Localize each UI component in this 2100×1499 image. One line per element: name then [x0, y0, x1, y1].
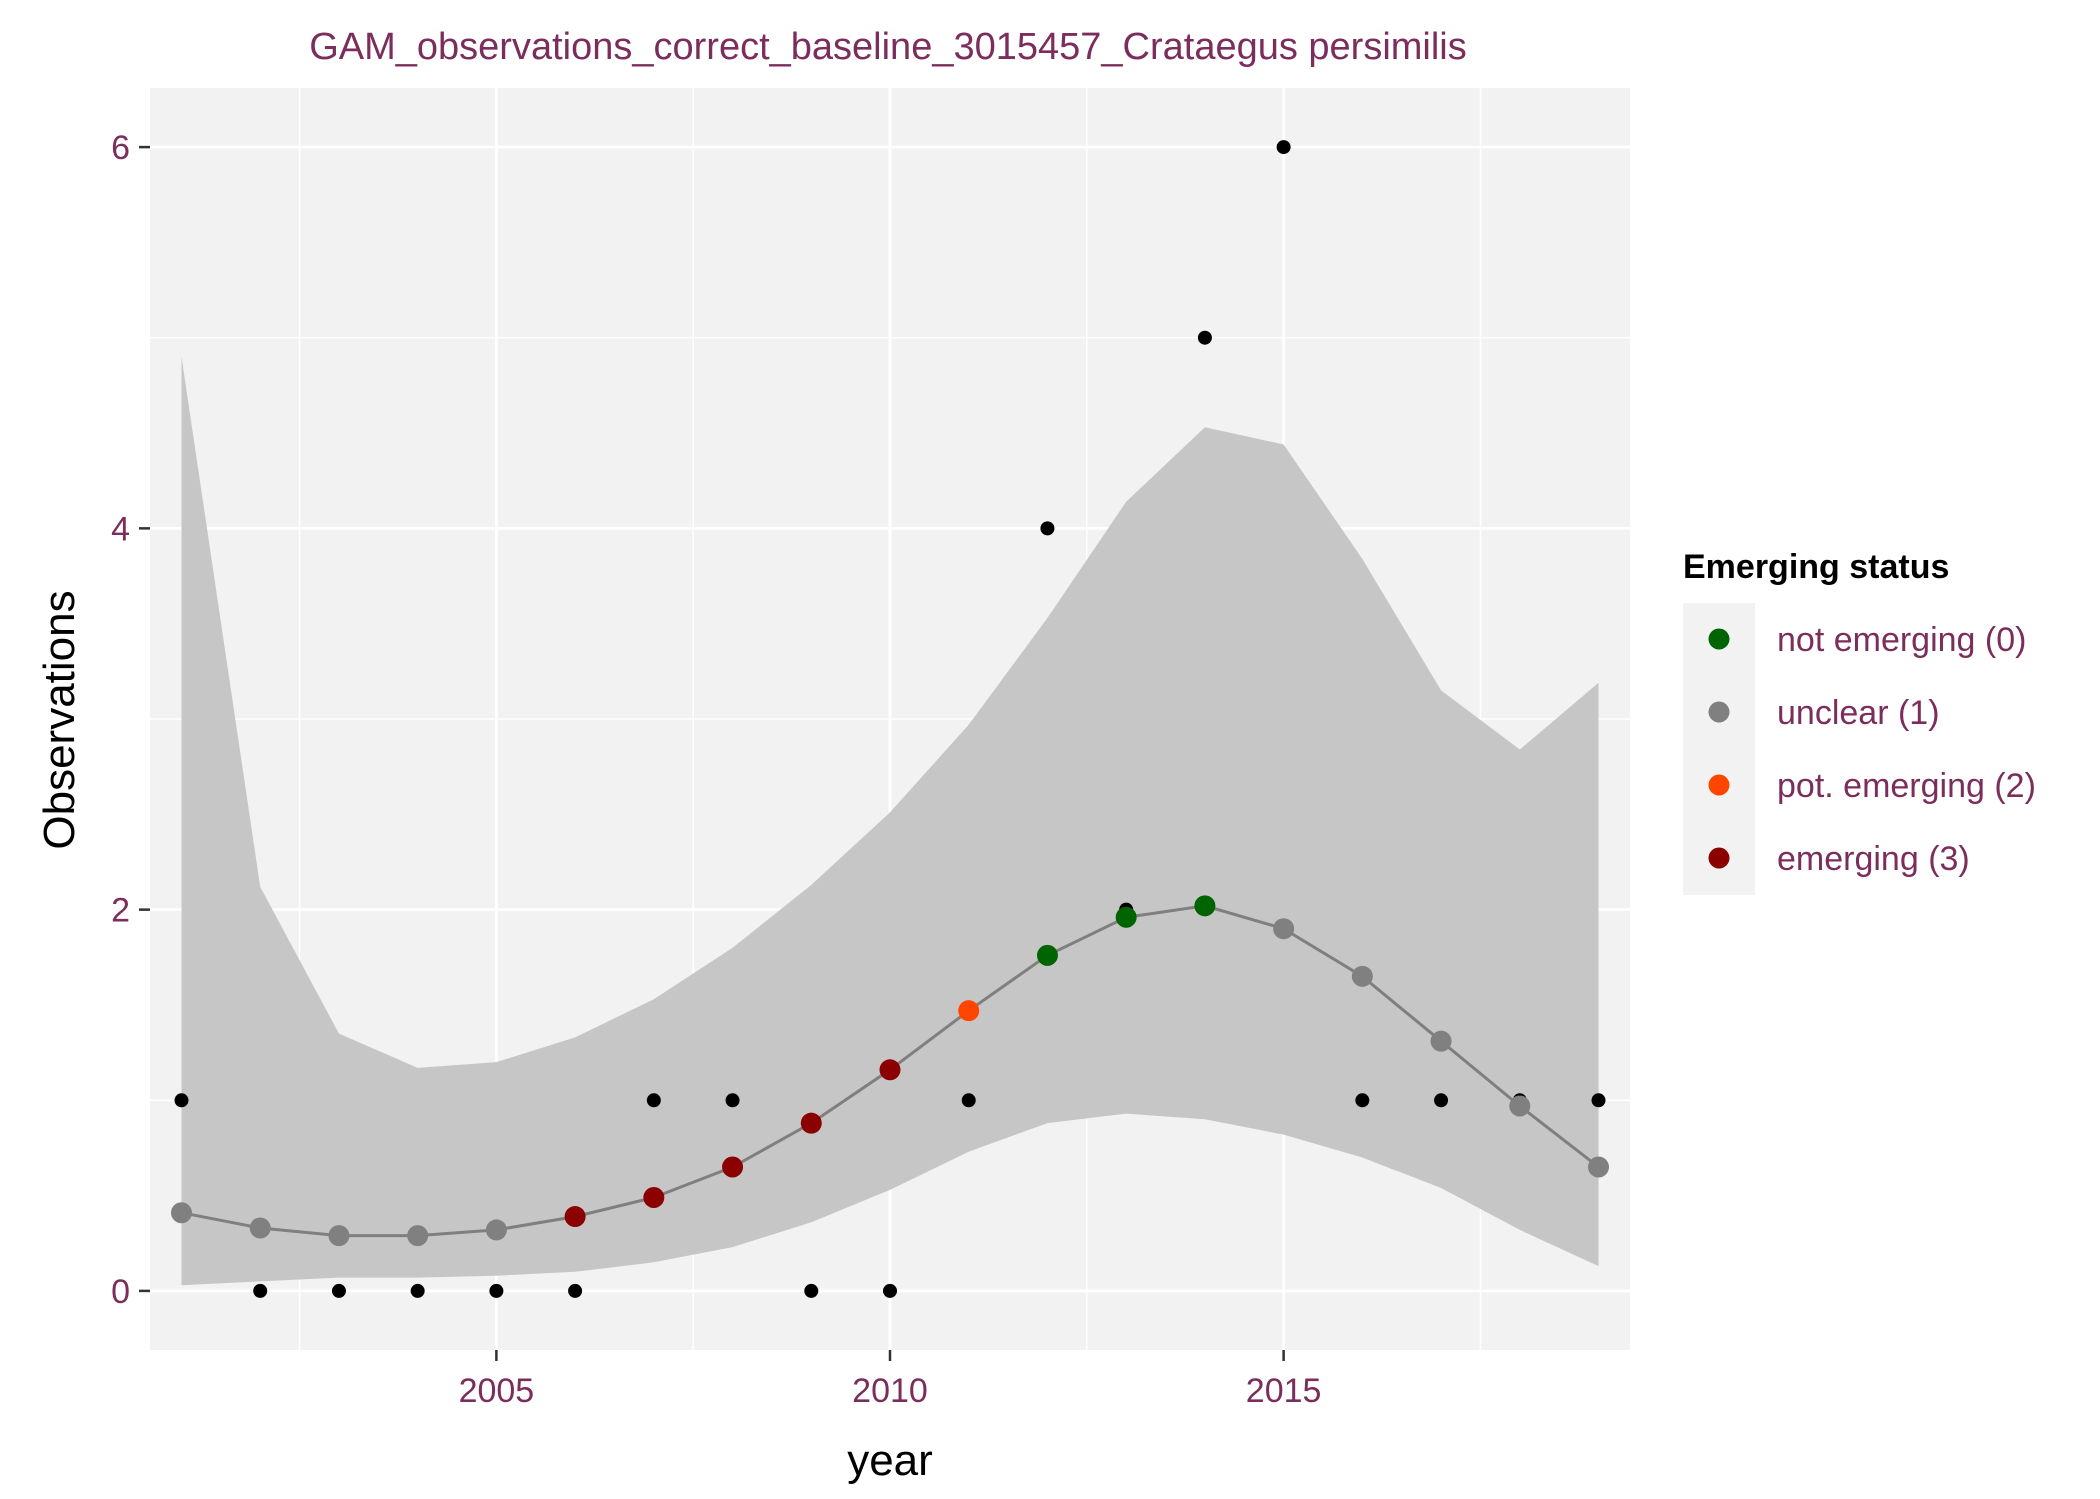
- y-tick-label: 0: [111, 1273, 130, 1311]
- confidence-ribbon: [181, 356, 1599, 1286]
- fit-point: [249, 1217, 271, 1239]
- fit-point: [1588, 1156, 1610, 1178]
- y-axis-ticks: 0 2 4 6: [111, 129, 150, 1311]
- fit-point: [1036, 944, 1058, 966]
- observed-points: [174, 140, 1606, 1298]
- y-axis-label: Observations: [35, 590, 84, 849]
- observed-point: [961, 1093, 976, 1108]
- legend-items: not emerging (0) unclear (1) pot. emerging…: [1708, 621, 2036, 878]
- fit-point: [722, 1156, 744, 1178]
- legend-label: pot. emerging (2): [1777, 767, 2036, 805]
- observed-point: [253, 1283, 268, 1298]
- x-axis-ticks: 2005 2010 2015: [459, 1350, 1322, 1410]
- observed-point: [804, 1283, 819, 1298]
- observed-point: [1197, 330, 1212, 345]
- observed-point: [883, 1283, 897, 1298]
- legend-title: Emerging status: [1683, 548, 1949, 586]
- x-axis-label: year: [847, 1436, 933, 1485]
- observed-point: [1591, 1093, 1606, 1108]
- observed-point: [1434, 1093, 1449, 1108]
- fit-point: [879, 1059, 901, 1081]
- observed-point: [725, 1093, 740, 1108]
- x-tick-label: 2015: [1246, 1372, 1322, 1410]
- y-tick-label: 2: [111, 892, 130, 930]
- fit-point: [1430, 1030, 1452, 1052]
- fit-point: [1273, 918, 1295, 940]
- y-tick-label: 6: [111, 129, 130, 167]
- observed-point: [174, 1093, 189, 1108]
- fit-point: [170, 1202, 192, 1224]
- fit-point: [1194, 895, 1216, 917]
- chart-title: GAM_observations_correct_baseline_301545…: [309, 26, 1467, 68]
- y-tick-label: 4: [111, 510, 130, 548]
- legend-label: not emerging (0): [1777, 621, 2026, 659]
- fit-point: [958, 1000, 980, 1022]
- x-tick-label: 2010: [852, 1372, 928, 1410]
- legend-key-background: [1683, 603, 1755, 895]
- observed-point: [489, 1283, 504, 1298]
- observed-point: [646, 1093, 661, 1108]
- observed-point: [1040, 521, 1055, 536]
- observed-point: [1276, 140, 1291, 155]
- observed-point: [1355, 1093, 1370, 1108]
- fit-point: [564, 1206, 586, 1228]
- x-tick-label: 2005: [459, 1372, 535, 1410]
- legend-key: [1708, 847, 1730, 869]
- legend-key: [1708, 628, 1730, 650]
- fit-point: [485, 1219, 507, 1241]
- fit-point: [328, 1225, 350, 1247]
- fit-point: [800, 1112, 822, 1134]
- fit-point: [1351, 965, 1373, 987]
- legend-label: emerging (3): [1777, 840, 1970, 878]
- fit-points: [170, 895, 1610, 1247]
- legend-label: unclear (1): [1777, 694, 1940, 732]
- fit-point: [643, 1186, 665, 1208]
- observed-point: [410, 1283, 425, 1298]
- fit-point: [407, 1225, 429, 1247]
- fit-point: [1509, 1095, 1531, 1117]
- observed-point: [568, 1283, 583, 1298]
- legend-key: [1708, 701, 1730, 723]
- legend-key: [1708, 774, 1730, 796]
- fit-point: [1115, 906, 1137, 928]
- legend: Emerging status not emerging (0) unclear …: [1683, 548, 2036, 895]
- observed-point: [331, 1283, 346, 1298]
